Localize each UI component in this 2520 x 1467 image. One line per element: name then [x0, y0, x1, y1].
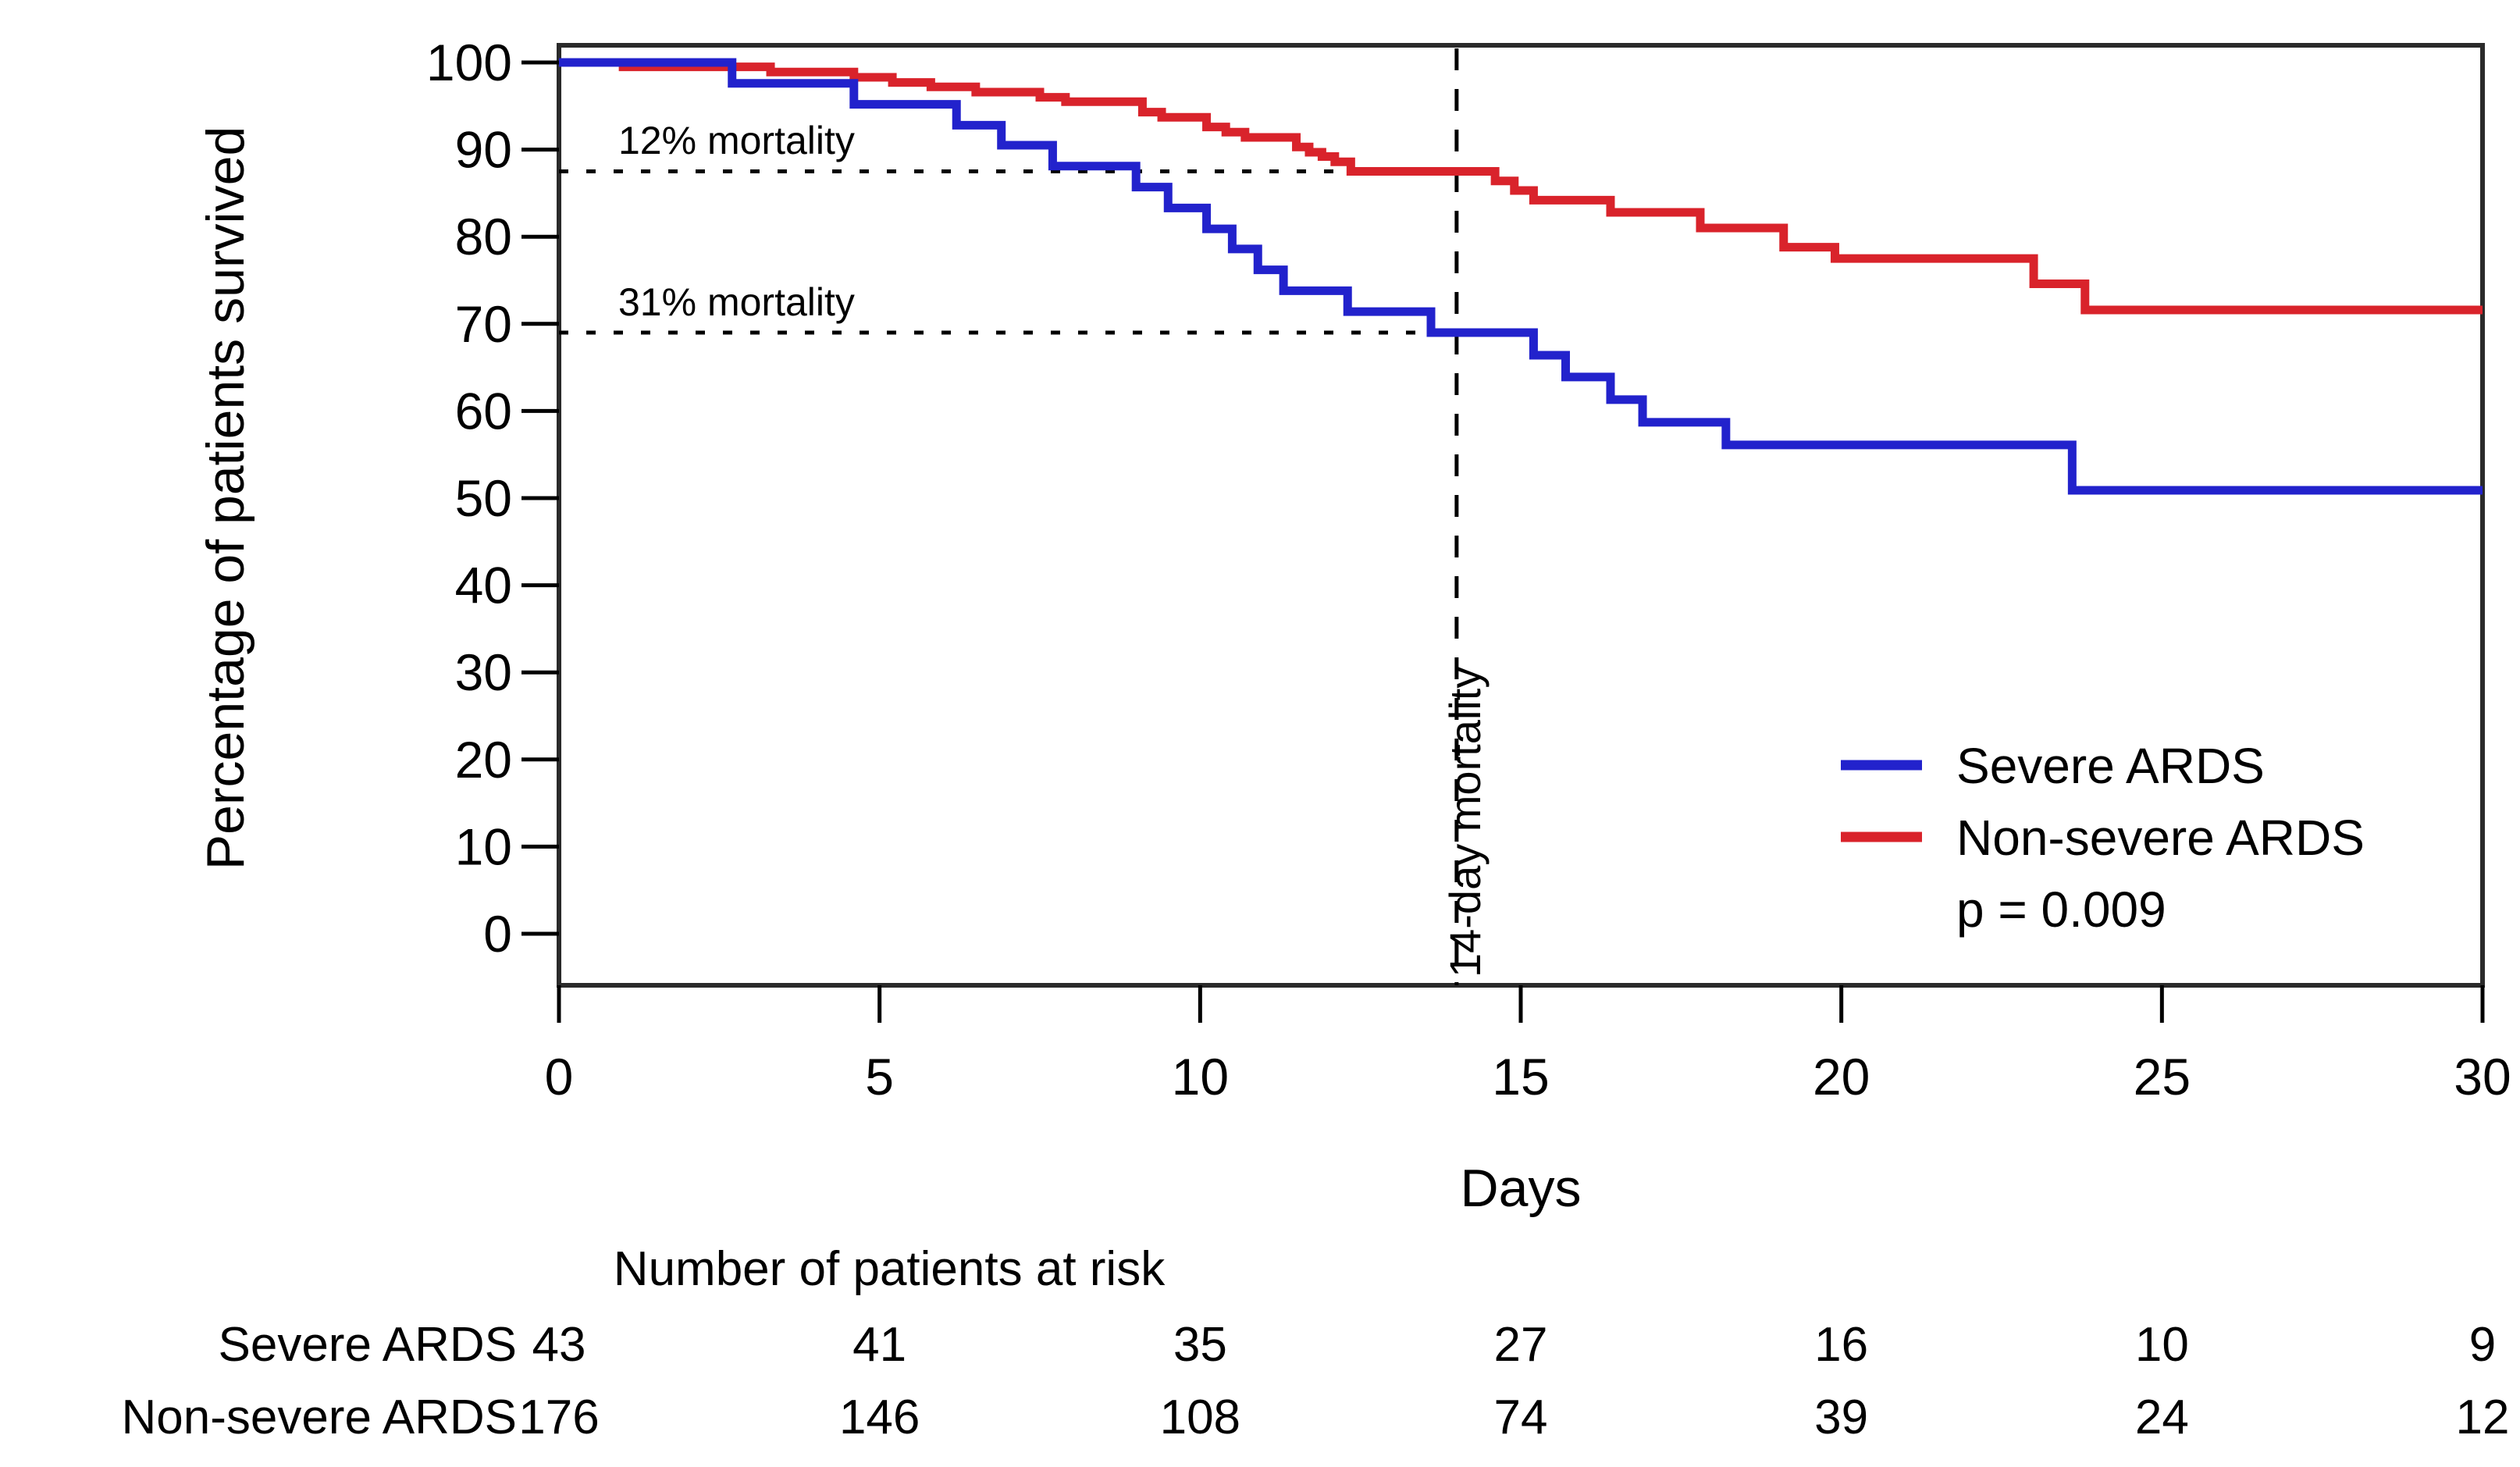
risk-row-label-severe: Severe ARDS — [218, 1318, 517, 1372]
risk-value: 12 — [2456, 1390, 2510, 1444]
legend-p-value: p = 0.009 — [1956, 881, 2166, 938]
x-axis-ticks: 0 5 10 15 20 25 30 — [545, 985, 2511, 1106]
legend-label-nonsevere: Non-severe ARDS — [1956, 810, 2365, 866]
annotation-14day-label: 14-day mortality — [1440, 667, 1490, 977]
y-tick-label: 10 — [455, 817, 512, 875]
y-tick-label: 30 — [455, 643, 512, 701]
y-tick-label: 100 — [426, 34, 512, 91]
risk-value: 146 — [839, 1390, 920, 1444]
y-tick-label: 60 — [455, 382, 512, 440]
x-tick-label: 20 — [1813, 1048, 1870, 1106]
y-tick-label: 20 — [455, 731, 512, 789]
risk-value: 24 — [2135, 1390, 2189, 1444]
x-axis-title: Days — [1461, 1159, 1582, 1218]
risk-value: 9 — [2469, 1318, 2496, 1372]
x-tick-label: 0 — [545, 1048, 574, 1106]
x-tick-label: 5 — [865, 1048, 894, 1106]
curve-non-severe-ards — [559, 58, 2483, 315]
y-tick-label: 90 — [455, 121, 512, 179]
x-tick-label: 25 — [2134, 1048, 2191, 1106]
y-tick-label: 80 — [455, 208, 512, 265]
annotation-31pct-label: 31% mortality — [618, 280, 855, 324]
annotation-12pct-label: 12% mortality — [618, 119, 855, 162]
annotation-lines — [559, 48, 1502, 985]
risk-value: 108 — [1160, 1390, 1240, 1444]
x-tick-label: 15 — [1492, 1048, 1549, 1106]
y-axis-ticks: 0 10 20 30 40 50 60 70 80 90 100 — [426, 34, 559, 963]
y-axis-title: Percentage of patients survived — [196, 126, 255, 871]
y-tick-label: 40 — [455, 557, 512, 614]
curve-severe-ards — [559, 58, 2483, 495]
risk-row-label-nonsevere: Non-severe ARDS — [121, 1390, 517, 1444]
survival-curves — [559, 58, 2483, 495]
risk-value: 35 — [1173, 1318, 1227, 1372]
x-tick-label: 30 — [2454, 1048, 2511, 1106]
y-tick-label: 50 — [455, 469, 512, 527]
risk-value: 43 — [532, 1318, 586, 1372]
risk-table-values: 43 41 35 27 16 10 9 176 146 108 74 39 24 12 — [518, 1318, 2509, 1444]
risk-value: 39 — [1814, 1390, 1868, 1444]
risk-value: 41 — [852, 1318, 906, 1372]
risk-value: 27 — [1494, 1318, 1548, 1372]
risk-value: 10 — [2135, 1318, 2189, 1372]
legend-label-severe: Severe ARDS — [1956, 738, 2265, 794]
legend-swatches — [1841, 760, 1922, 842]
x-tick-label: 10 — [1172, 1048, 1229, 1106]
y-tick-label: 70 — [455, 295, 512, 353]
y-tick-label: 0 — [483, 905, 512, 963]
risk-value: 176 — [518, 1390, 599, 1444]
risk-table-title: Number of patients at risk — [614, 1242, 1166, 1296]
risk-value: 74 — [1494, 1390, 1548, 1444]
risk-value: 16 — [1814, 1318, 1868, 1372]
